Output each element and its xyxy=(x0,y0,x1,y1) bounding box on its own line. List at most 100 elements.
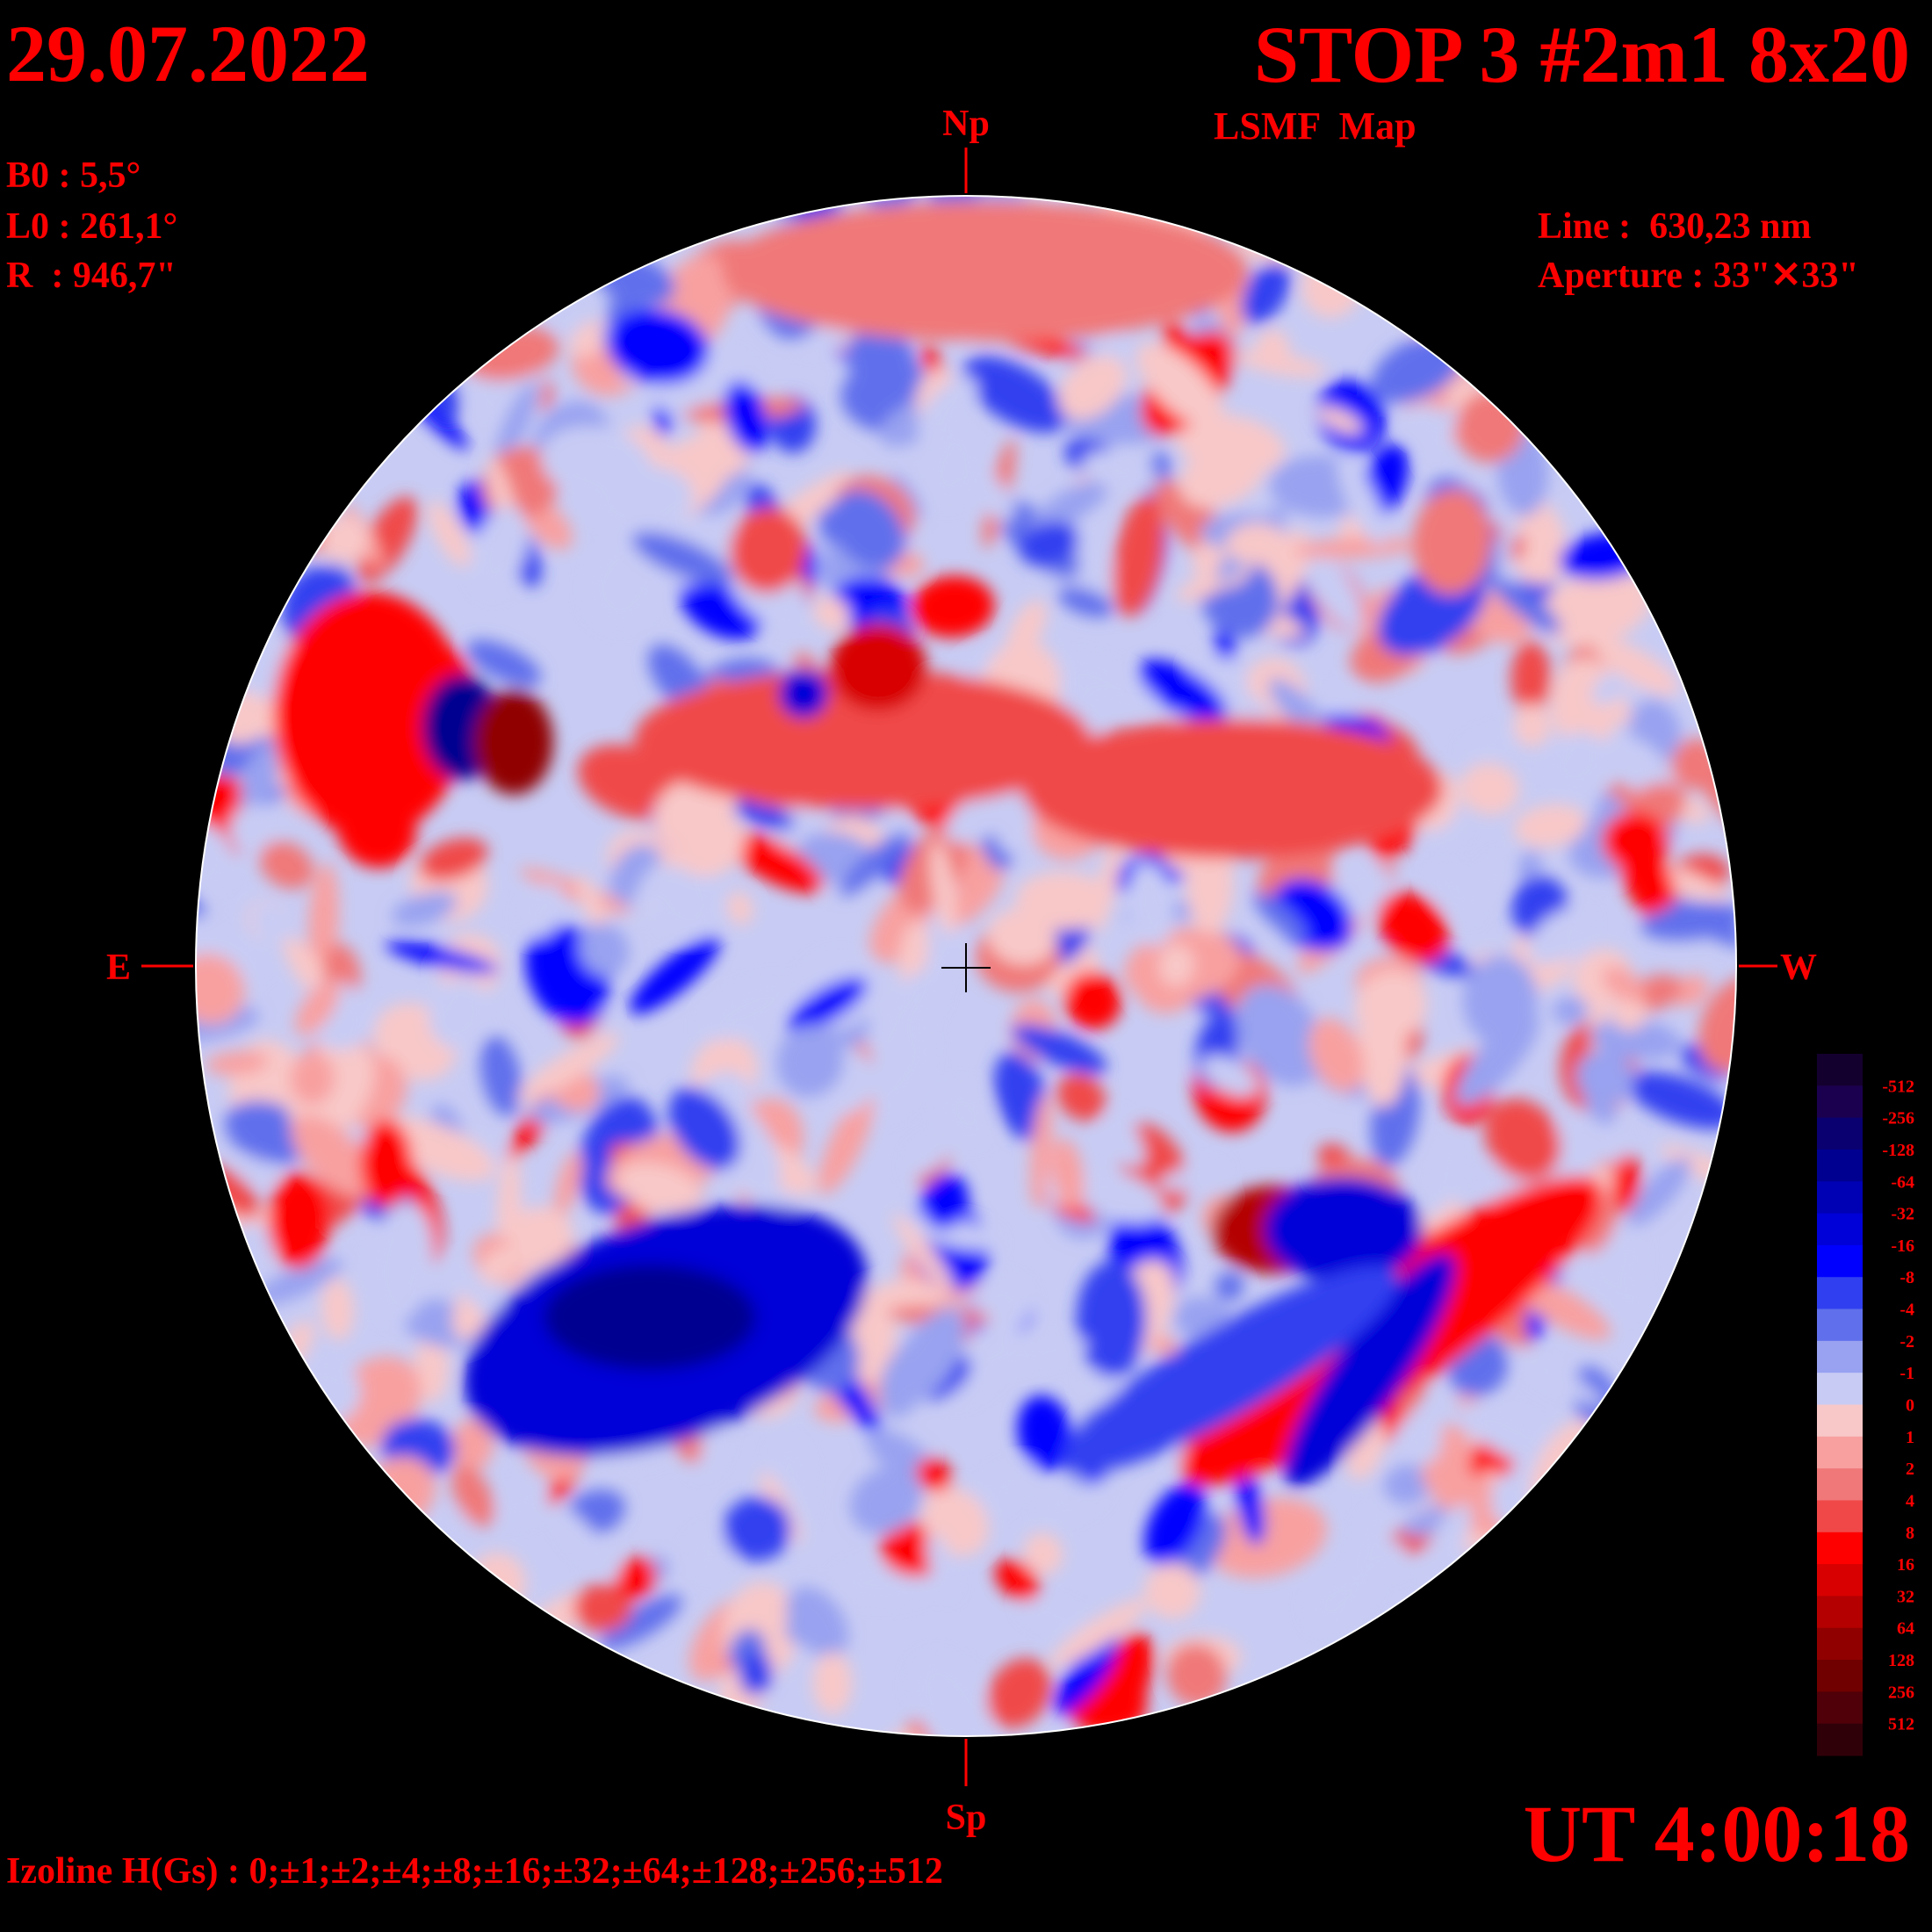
field-region xyxy=(830,624,926,711)
field-region xyxy=(1284,1252,1456,1488)
field-blob xyxy=(1503,1343,1604,1406)
field-blob xyxy=(1307,1573,1365,1629)
field-blob xyxy=(1135,342,1224,429)
param-aperture: Aperture : 33"✕33" xyxy=(1538,256,1859,296)
field-blob xyxy=(1112,495,1164,617)
field-blob xyxy=(776,1025,845,1098)
field-blob xyxy=(1012,1024,1107,1074)
field-blob xyxy=(1490,576,1562,634)
colorbar-cell xyxy=(1817,1181,1863,1215)
field-blob xyxy=(1680,1044,1731,1081)
field-blob xyxy=(428,979,492,1049)
colorbar-label: 128 xyxy=(1888,1651,1914,1670)
field-blob xyxy=(1030,1092,1053,1208)
direction-west: W xyxy=(1780,948,1817,988)
field-blob xyxy=(699,979,798,1041)
field-blob xyxy=(1402,1503,1462,1537)
field-blob xyxy=(916,1458,952,1492)
field-blob xyxy=(729,507,807,594)
field-blob xyxy=(600,1594,682,1650)
field-blob xyxy=(554,1151,583,1215)
colorbar-label: 64 xyxy=(1897,1619,1914,1639)
field-blob xyxy=(579,923,630,977)
field-blob xyxy=(1038,1475,1106,1521)
field-blob xyxy=(926,1533,955,1597)
time: UT 4:00:18 xyxy=(1524,1789,1910,1878)
field-blob xyxy=(687,1529,738,1575)
isolines: Izoline H(Gs) : 0;±1;±2;±4;±8;±16;±32;±6… xyxy=(6,1851,943,1892)
field-blob xyxy=(391,891,458,926)
colorbar-label: -2 xyxy=(1900,1332,1914,1352)
field-blob xyxy=(1602,966,1645,1003)
field-region xyxy=(360,1120,413,1208)
field-blob xyxy=(1404,405,1453,443)
colorbar-cell xyxy=(1817,1627,1863,1661)
field-blob xyxy=(1056,654,1160,714)
field-blob xyxy=(616,1163,703,1213)
colorbar-label: 0 xyxy=(1906,1396,1914,1416)
field-blob xyxy=(898,1212,998,1251)
field-blob xyxy=(1176,576,1225,602)
field-blob xyxy=(1592,637,1679,696)
field-blob xyxy=(1049,1598,1148,1668)
field-blob xyxy=(1513,703,1551,747)
field-blob xyxy=(930,841,956,935)
field-blob xyxy=(1015,871,1112,930)
field-blob xyxy=(1144,1482,1206,1566)
colorbar-cell xyxy=(1817,1723,1863,1756)
colorbar-label: 32 xyxy=(1897,1587,1914,1606)
colorbar-cell xyxy=(1817,1436,1863,1469)
field-blob xyxy=(830,489,905,570)
colorbar-cell xyxy=(1817,1117,1863,1150)
field-blob xyxy=(569,320,611,357)
colorbar-label: -128 xyxy=(1882,1141,1914,1160)
field-blob xyxy=(1128,862,1174,947)
field-blob xyxy=(725,831,824,893)
field-blob xyxy=(784,1618,809,1645)
field-blob xyxy=(254,1258,343,1306)
field-blob xyxy=(251,903,290,942)
colorbar-cell xyxy=(1817,1532,1863,1565)
field-blob xyxy=(495,382,538,462)
colorbar-cell xyxy=(1817,1468,1863,1501)
field-blob xyxy=(552,1503,624,1584)
colorbar-cell xyxy=(1817,1500,1863,1533)
field-blob xyxy=(1082,451,1157,492)
field-blob xyxy=(1236,984,1324,1086)
field-blob xyxy=(739,1651,773,1696)
field-blob xyxy=(1670,899,1736,948)
colorbar-label: -16 xyxy=(1891,1236,1914,1256)
field-region xyxy=(1021,718,1443,859)
field-blob xyxy=(727,891,753,926)
field-blob xyxy=(205,1050,269,1076)
field-blob xyxy=(1612,1154,1640,1213)
field-blob xyxy=(1527,907,1592,965)
field-blob xyxy=(1514,804,1587,847)
field-blob xyxy=(576,875,609,937)
field-region xyxy=(634,669,1091,810)
field-blob xyxy=(926,923,967,976)
field-blob xyxy=(813,595,850,631)
field-blob xyxy=(1253,892,1308,941)
field-blob xyxy=(1166,1643,1227,1707)
colorbar-cell xyxy=(1817,1244,1863,1278)
field-blob xyxy=(787,977,868,1033)
field-blob xyxy=(521,883,565,938)
colorbar-label: 1 xyxy=(1906,1428,1914,1447)
colorbar-cell xyxy=(1817,1404,1863,1438)
field-blob xyxy=(986,1658,1052,1728)
field-blob xyxy=(1144,1562,1200,1619)
field-blob xyxy=(497,1150,521,1264)
field-blob xyxy=(724,793,796,831)
colorbar-label: -4 xyxy=(1900,1301,1914,1320)
field-blob xyxy=(1201,1055,1258,1097)
field-blob xyxy=(552,309,580,335)
field-blob xyxy=(1484,1098,1561,1180)
field-blob xyxy=(519,868,632,915)
field-blob xyxy=(1605,734,1662,767)
field-blob xyxy=(1076,1261,1147,1378)
field-blob xyxy=(1397,1413,1442,1466)
field-blob xyxy=(911,575,995,638)
colorbar-label: -512 xyxy=(1882,1077,1914,1096)
field-blob xyxy=(1317,406,1363,435)
